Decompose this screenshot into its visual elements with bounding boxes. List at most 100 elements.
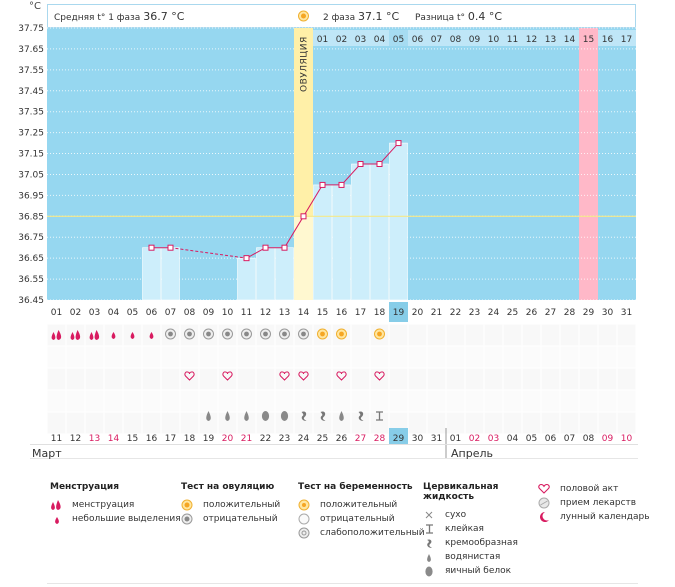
drop-heavy-icon (50, 499, 64, 511)
legend-title-pregnancy-test: Тест на беременность (298, 482, 413, 492)
observation-cell (66, 390, 85, 412)
phase2-day-label: 05 (393, 35, 404, 45)
phase1-label: Средняя t° 1 фаза (54, 13, 141, 23)
observation-cell (123, 412, 142, 434)
legend-item-watery: водянистая (423, 550, 538, 564)
circle-negative-core (244, 331, 249, 337)
calendar-date: 26 (336, 434, 348, 444)
legend-label: прием лекарств (560, 498, 637, 508)
legend-item-creamy: кремообразная (423, 536, 538, 550)
heart-icon (374, 371, 385, 381)
month-label-end: Апрель (451, 447, 493, 460)
temp-point (167, 244, 174, 251)
cycle-day-label: 25 (507, 308, 518, 318)
drop-heavy-icon (89, 330, 100, 340)
temp-point (300, 213, 307, 220)
y-tick-label: 36.95 (18, 191, 44, 201)
observation-cell (47, 412, 66, 434)
calendar-date: 19 (203, 434, 215, 444)
calendar-date: 16 (146, 434, 158, 444)
observation-cell (218, 412, 237, 434)
ovulation-bar (294, 216, 313, 300)
cycle-day-label: 23 (469, 308, 480, 318)
legend-label: слабоположительный (320, 528, 425, 538)
observation-cell (465, 346, 484, 368)
observation-cell (199, 412, 218, 434)
legend-cervical-fluid: Цервикальная жидкость сухо клейкая кремо… (423, 482, 538, 578)
observation-cell (465, 368, 484, 390)
watery-drop-icon (339, 411, 344, 421)
highlight-column (579, 28, 598, 300)
cycle-day-label: 24 (488, 308, 500, 318)
observation-cell (123, 346, 142, 368)
pregnancy-positive-icon (298, 499, 312, 511)
calendar-date: 10 (621, 434, 633, 444)
y-tick-label: 36.85 (18, 212, 44, 222)
heart-icon (279, 371, 290, 381)
observation-cell (161, 412, 180, 434)
ovulation-label: ОВУЛЯЦИЯ (300, 36, 310, 92)
legend-label: сухо (445, 510, 467, 520)
legend-item-pregnancy-negative: отрицательный (298, 512, 418, 526)
observation-cell (503, 412, 522, 434)
observation-cell (598, 368, 617, 390)
calendar-date: 08 (583, 434, 595, 444)
observation-cell (218, 368, 237, 390)
cycle-day-label: 30 (602, 308, 614, 318)
observation-cell (199, 346, 218, 368)
legend-label: менструация (72, 500, 135, 510)
creamy-icon (423, 537, 437, 549)
phase2-day-label: 07 (431, 35, 442, 45)
observation-cell (294, 346, 313, 368)
observation-cell (218, 346, 237, 368)
temp-point (338, 181, 345, 188)
phase1-value: 36.7 °C (143, 10, 185, 23)
observation-cell (47, 346, 66, 368)
pill-icon (538, 497, 552, 509)
observation-cell (256, 412, 275, 434)
temp-bar (332, 184, 351, 301)
observation-cell (351, 346, 370, 368)
phase2-day-label: 16 (602, 35, 614, 45)
circle-negative-core (282, 331, 287, 337)
observation-cell (104, 368, 123, 390)
observation-cell (446, 390, 465, 412)
cycle-day-current (389, 302, 408, 322)
cycle-day-label: 07 (165, 308, 176, 318)
calendar-date: 22 (260, 434, 271, 444)
observation-cell (370, 346, 389, 368)
observation-cell (598, 412, 617, 434)
observation-cell (256, 346, 275, 368)
creamy-icon (301, 411, 307, 421)
y-tick-label: 37.75 (18, 24, 44, 34)
observation-cell (408, 346, 427, 368)
watery-drop-icon (206, 411, 211, 421)
phase2-day-label: 11 (507, 35, 518, 45)
observation-cell (389, 346, 408, 368)
month-label-start: Март (32, 447, 62, 460)
temp-point (281, 244, 288, 251)
observation-cell (541, 412, 560, 434)
chart-header: Средняя t° 1 фаза 36.7 °C 2 фаза 37.1 °C… (47, 4, 636, 28)
y-tick-label: 37.45 (18, 87, 44, 97)
heart-icon (184, 371, 195, 381)
calendar-date: 20 (222, 434, 234, 444)
observation-cell (503, 390, 522, 412)
calendar-date: 14 (108, 434, 120, 444)
temp-difference: Разница t° 0.4 °C (415, 10, 502, 23)
temp-bar (256, 247, 275, 301)
observation-cell (85, 412, 104, 434)
calendar-date: 27 (355, 434, 366, 444)
observation-cell (313, 346, 332, 368)
observation-cell (598, 324, 617, 346)
observation-cell (465, 324, 484, 346)
cycle-day-label: 21 (431, 308, 442, 318)
y-tick-label: 36.45 (18, 296, 44, 306)
observation-cell (503, 346, 522, 368)
observation-cell (446, 324, 465, 346)
sticky-icon (423, 523, 437, 535)
phase2-day-label: 14 (564, 35, 576, 45)
legend-title-ovulation-test: Тест на овуляцию (181, 482, 275, 492)
watery-drop-icon (225, 411, 230, 421)
temp-line-segment (341, 163, 361, 186)
